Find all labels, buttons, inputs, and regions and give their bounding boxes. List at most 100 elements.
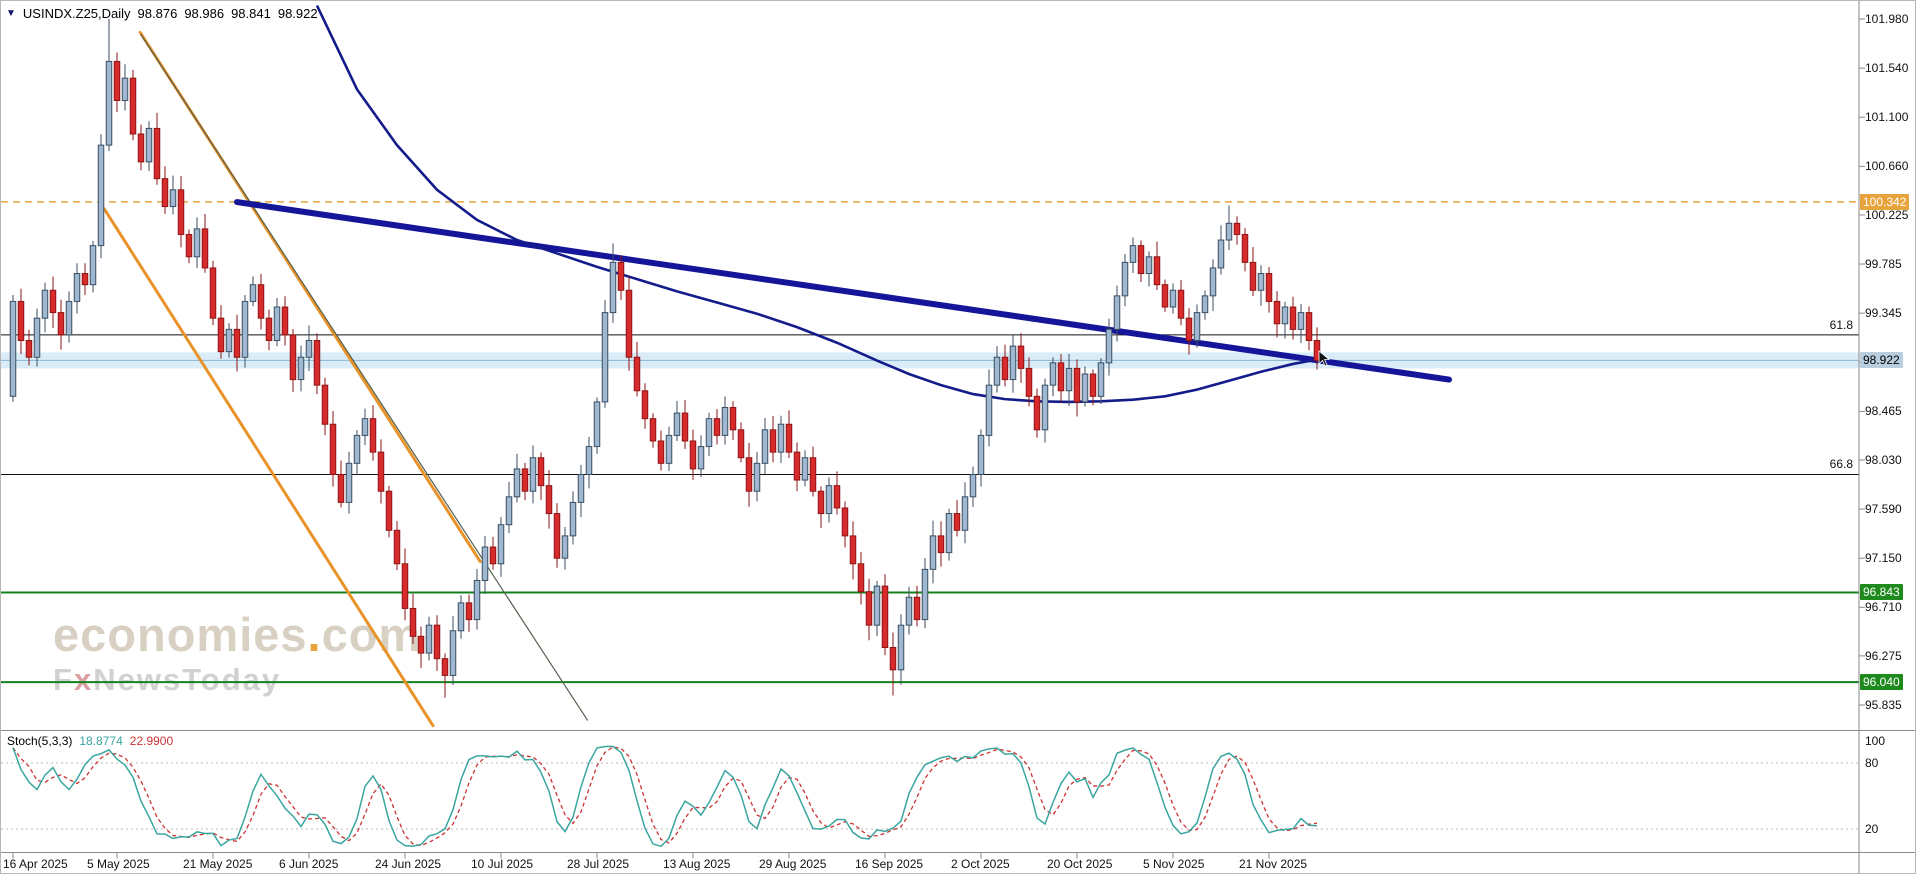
candle-body bbox=[81, 273, 89, 286]
candle-body bbox=[457, 602, 465, 632]
candle-body bbox=[137, 133, 145, 163]
candle-body bbox=[489, 546, 497, 565]
candle-body bbox=[1129, 245, 1137, 263]
candle-body bbox=[241, 300, 249, 358]
candle-body bbox=[665, 434, 673, 464]
quote-low: 98.841 bbox=[231, 6, 271, 21]
candle-body bbox=[945, 513, 953, 554]
candle-body bbox=[345, 462, 353, 503]
candle-body bbox=[849, 535, 857, 565]
candle-body bbox=[1033, 395, 1041, 431]
date-axis-label: 5 Nov 2025 bbox=[1143, 857, 1205, 871]
candle-body bbox=[657, 440, 665, 464]
candle-body bbox=[89, 245, 97, 286]
candle-body bbox=[1017, 345, 1025, 369]
date-axis-label: 16 Apr 2025 bbox=[3, 857, 68, 871]
candle-body bbox=[881, 585, 889, 649]
candle-body bbox=[185, 233, 193, 258]
stoch-d-line bbox=[12, 746, 1318, 847]
symbol-title: ▼ USINDX.Z25,Daily 98.876 98.986 98.841 … bbox=[6, 6, 318, 21]
candle-body bbox=[1105, 328, 1113, 364]
candle-body bbox=[1217, 239, 1225, 269]
candle-body bbox=[201, 228, 209, 269]
candle-body bbox=[1113, 295, 1121, 330]
candle-body bbox=[465, 602, 473, 621]
candle-body bbox=[9, 300, 17, 397]
date-axis-label: 28 Jul 2025 bbox=[567, 857, 630, 871]
candle-body bbox=[1169, 289, 1177, 308]
stoch-name: Stoch(5,3,3) bbox=[7, 734, 73, 748]
candle-body bbox=[217, 317, 225, 353]
candle-body bbox=[553, 513, 561, 559]
candle-body bbox=[73, 273, 81, 302]
current-price-badge: 98.922 bbox=[1860, 352, 1903, 369]
candle-body bbox=[417, 635, 425, 654]
watermark: economies.com FxNewsToday bbox=[53, 609, 421, 697]
watermark-brand: economies.com bbox=[53, 608, 422, 661]
candle-body bbox=[601, 312, 609, 403]
trendline[interactable] bbox=[102, 207, 435, 728]
candle-body bbox=[889, 647, 897, 671]
candle-body bbox=[1209, 267, 1217, 297]
price-axis-label: 98.030 bbox=[1865, 452, 1902, 467]
price-axis-label: 97.590 bbox=[1865, 502, 1902, 517]
trendline[interactable] bbox=[140, 34, 589, 721]
candle-body bbox=[1289, 306, 1297, 330]
symbol-dropdown-icon[interactable]: ▼ bbox=[6, 8, 16, 19]
candle-body bbox=[209, 267, 217, 319]
candle-body bbox=[1145, 256, 1153, 275]
candle-body bbox=[305, 340, 313, 358]
fib-level-label: 61.8 bbox=[1829, 317, 1853, 332]
stoch-scale-label: 20 bbox=[1865, 822, 1879, 836]
trendline[interactable] bbox=[234, 199, 1452, 383]
candle-body bbox=[1065, 367, 1073, 392]
candle-body bbox=[521, 468, 529, 492]
candle-body bbox=[985, 384, 993, 436]
price-axis-label: 96.710 bbox=[1865, 600, 1902, 615]
fib-level-label: 66.8 bbox=[1829, 457, 1853, 472]
candle-body bbox=[145, 127, 153, 163]
date-axis-label: 2 Oct 2025 bbox=[951, 857, 1010, 871]
candle-body bbox=[513, 468, 521, 498]
candle-body bbox=[377, 451, 385, 492]
candle-body bbox=[785, 423, 793, 453]
candle-body bbox=[249, 284, 257, 302]
candle-body bbox=[905, 596, 913, 626]
candle-body bbox=[1249, 261, 1257, 291]
candlestick-series bbox=[9, 19, 1321, 698]
candle-body bbox=[833, 485, 841, 509]
candle-body bbox=[1161, 284, 1169, 308]
date-axis-label: 13 Aug 2025 bbox=[663, 857, 731, 871]
candle-body bbox=[777, 423, 785, 453]
candle-body bbox=[1297, 312, 1305, 330]
candle-body bbox=[425, 624, 433, 654]
candle-body bbox=[497, 524, 505, 565]
candle-body bbox=[193, 228, 201, 258]
date-axis-label: 10 Jul 2025 bbox=[471, 857, 534, 871]
candle-body bbox=[1001, 356, 1009, 381]
candle-body bbox=[897, 624, 905, 671]
candle-body bbox=[297, 356, 305, 381]
candle-body bbox=[49, 289, 57, 314]
moving-average-line[interactable] bbox=[315, 5, 1318, 404]
candle-body bbox=[969, 473, 977, 498]
candle-body bbox=[401, 563, 409, 609]
candle-body bbox=[993, 356, 1001, 386]
candle-body bbox=[681, 412, 689, 442]
stoch-scale-label: 80 bbox=[1865, 756, 1879, 770]
date-axis-label: 6 Jun 2025 bbox=[279, 857, 339, 871]
candle-body bbox=[1089, 373, 1097, 397]
candle-body bbox=[673, 412, 681, 436]
candle-body bbox=[1121, 261, 1129, 297]
candle-body bbox=[1185, 317, 1193, 342]
candle-body bbox=[505, 496, 513, 526]
candle-body bbox=[625, 289, 633, 358]
candle-body bbox=[737, 429, 745, 459]
candle-body bbox=[561, 535, 569, 559]
candle-body bbox=[841, 507, 849, 537]
candle-body bbox=[529, 457, 537, 492]
candle-body bbox=[169, 189, 177, 208]
date-axis-label: 21 May 2025 bbox=[183, 857, 253, 871]
candle-body bbox=[961, 496, 969, 531]
